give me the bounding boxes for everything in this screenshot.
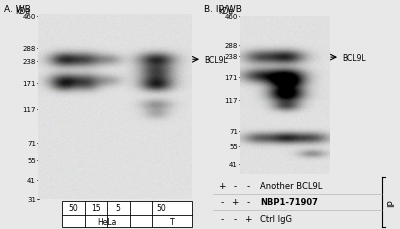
- Text: 50: 50: [156, 204, 166, 213]
- Text: +: +: [231, 198, 239, 207]
- Text: 238: 238: [23, 58, 36, 64]
- Text: 50: 50: [68, 204, 78, 213]
- Text: Ctrl IgG: Ctrl IgG: [260, 214, 292, 223]
- Text: 55: 55: [27, 157, 36, 163]
- Text: -: -: [220, 214, 224, 223]
- Text: 117: 117: [224, 98, 238, 104]
- Text: +: +: [244, 214, 252, 223]
- Text: -: -: [233, 214, 237, 223]
- Text: kDa: kDa: [218, 6, 233, 15]
- Text: T: T: [170, 218, 174, 226]
- Text: 55: 55: [229, 144, 238, 150]
- Text: 171: 171: [22, 81, 36, 87]
- Text: 288: 288: [23, 46, 36, 52]
- Text: BCL9L: BCL9L: [204, 56, 228, 65]
- Text: 238: 238: [225, 54, 238, 60]
- Text: NBP1-71907: NBP1-71907: [260, 198, 318, 207]
- Text: 117: 117: [22, 106, 36, 112]
- Text: +: +: [218, 181, 226, 190]
- Text: -: -: [246, 181, 250, 190]
- Text: BCL9L: BCL9L: [342, 53, 366, 62]
- Text: 71: 71: [27, 140, 36, 146]
- Text: 41: 41: [27, 177, 36, 183]
- Text: -: -: [246, 198, 250, 207]
- Text: 5: 5: [116, 204, 121, 213]
- Text: 31: 31: [27, 196, 36, 202]
- Text: kDa: kDa: [15, 6, 30, 15]
- Text: 15: 15: [91, 204, 100, 213]
- Text: HeLa: HeLa: [97, 218, 117, 226]
- Text: Another BCL9L: Another BCL9L: [260, 181, 322, 190]
- Text: A. WB: A. WB: [4, 5, 31, 14]
- Text: 71: 71: [229, 128, 238, 134]
- Text: 460: 460: [23, 14, 36, 20]
- Text: IP: IP: [387, 198, 396, 206]
- Text: 460: 460: [225, 14, 238, 20]
- Text: -: -: [220, 198, 224, 207]
- Bar: [62, 201, 192, 227]
- Text: -: -: [233, 181, 237, 190]
- Text: B. IP/WB: B. IP/WB: [204, 5, 242, 14]
- Text: 288: 288: [225, 43, 238, 49]
- Text: 171: 171: [224, 74, 238, 80]
- Text: 41: 41: [229, 162, 238, 168]
